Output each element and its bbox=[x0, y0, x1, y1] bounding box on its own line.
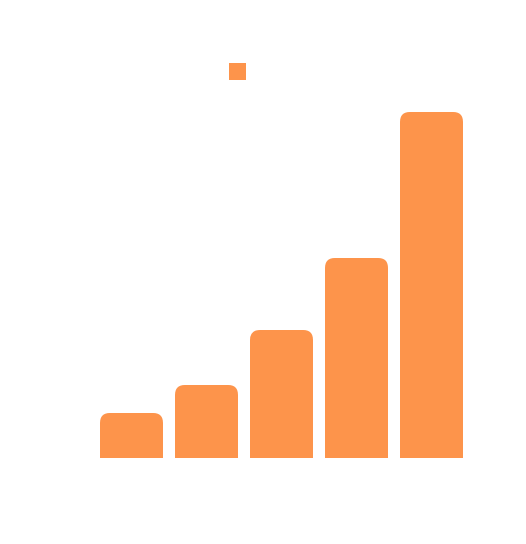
bar bbox=[250, 330, 313, 458]
bar bbox=[175, 385, 238, 458]
bar bbox=[325, 258, 388, 458]
bar bbox=[100, 413, 163, 458]
legend-swatch bbox=[229, 63, 246, 80]
bar bbox=[400, 112, 463, 458]
